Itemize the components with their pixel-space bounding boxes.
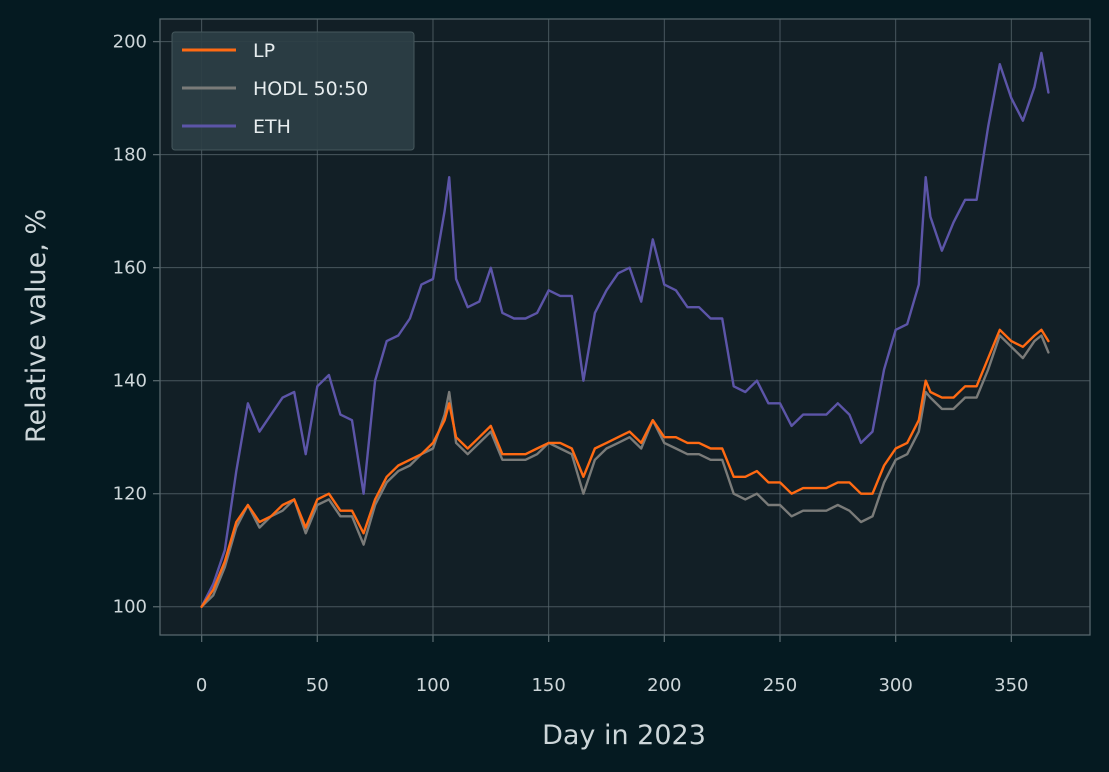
x-tick-label: 100	[416, 675, 450, 696]
x-tick-label: 150	[531, 675, 565, 696]
series-lines	[200, 51, 1050, 608]
x-tick-label: 250	[763, 675, 797, 696]
legend-label: ETH	[253, 116, 291, 138]
legend-label: HODL 50:50	[253, 78, 368, 100]
x-tick-label: 50	[306, 675, 329, 696]
series-line-lp	[200, 328, 1050, 608]
y-tick-label: 160	[113, 258, 147, 279]
x-axis-label: Day in 2023	[542, 720, 706, 751]
plot-frame	[159, 18, 1091, 636]
y-tick-label: 100	[113, 597, 147, 618]
x-tick-label: 300	[878, 675, 912, 696]
axis-ticks: 0 50 100 150 200 250 300 350 100 120 140 160 180 200	[113, 32, 1029, 696]
y-tick-label: 140	[113, 371, 147, 392]
legend: LP HODL 50:50 ETH	[171, 31, 415, 151]
series-line-eth	[200, 51, 1050, 608]
x-tick-label: 200	[647, 675, 681, 696]
legend-label: LP	[253, 40, 275, 62]
y-tick-label: 200	[113, 32, 147, 53]
legend-box	[171, 31, 415, 151]
x-tick-label: 0	[196, 675, 207, 696]
grid-lines	[160, 19, 1090, 635]
series-line-hodl-50-50	[200, 334, 1050, 608]
y-tick-label: 120	[113, 484, 147, 505]
y-tick-label: 180	[113, 145, 147, 166]
x-tick-label: 350	[994, 675, 1028, 696]
y-axis-label: Relative value, %	[21, 209, 52, 443]
